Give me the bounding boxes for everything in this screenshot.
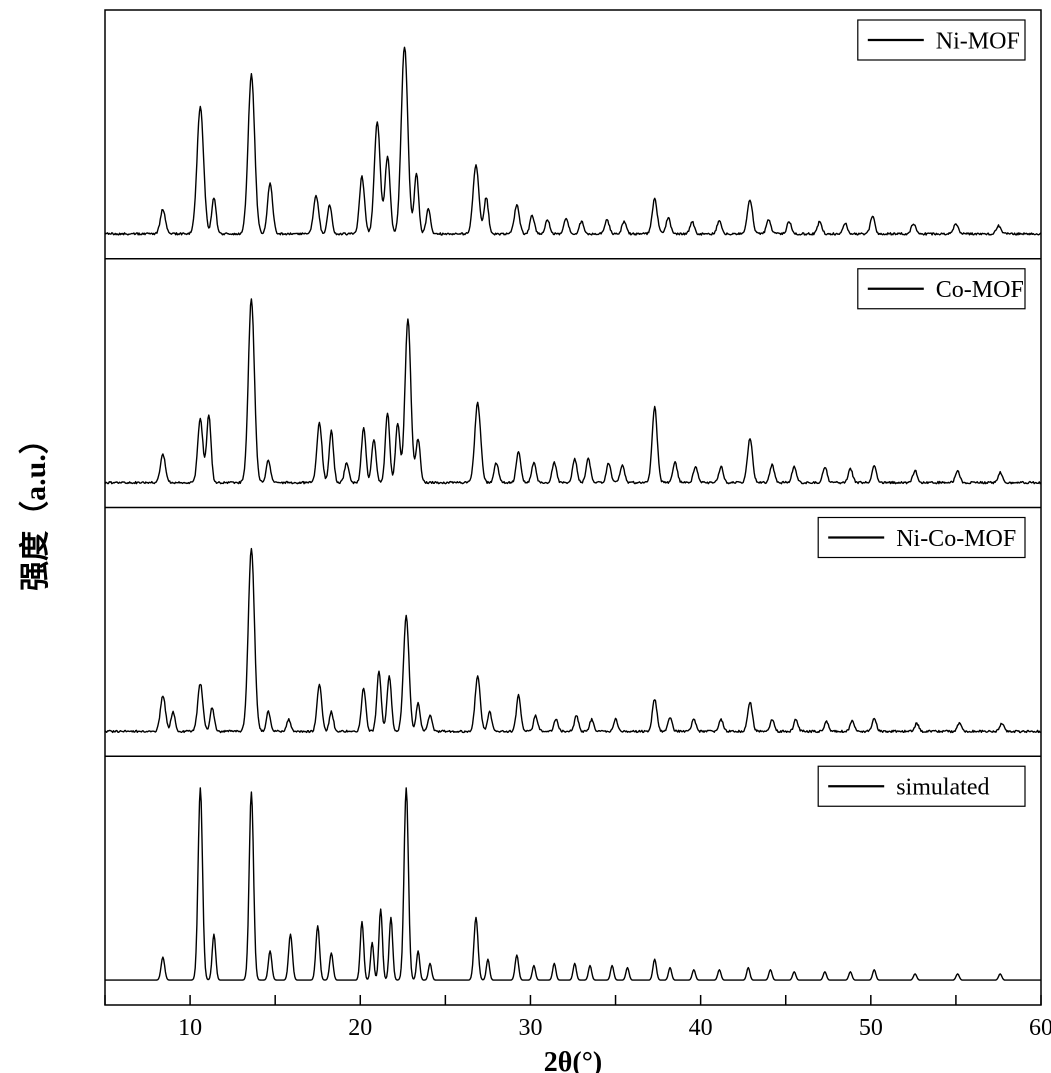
- xrd-stacked-figure: 10 20 30 40 50 60 2θ(°) 强度（a.u.） Ni-MOF Co-MOF Ni-…: [0, 0, 1051, 1073]
- legend-label: simulated: [896, 775, 989, 801]
- x-tick-label: 50: [859, 1015, 883, 1041]
- x-tick-label: 10: [178, 1015, 202, 1041]
- xrd-trace-simulated: [105, 788, 1041, 980]
- x-tick-label: 20: [348, 1015, 372, 1041]
- y-axis-label: 强度（a.u.）: [18, 424, 52, 591]
- x-tick-label: 30: [518, 1015, 542, 1041]
- x-tick-label: 60: [1029, 1015, 1051, 1041]
- xrd-trace-ni-mof: [105, 47, 1041, 235]
- xrd-trace-ni-co-mof: [105, 549, 1041, 733]
- legend-label: Ni-MOF: [936, 28, 1020, 54]
- x-tick-label: 40: [689, 1015, 713, 1041]
- xrd-trace-co-mof: [105, 299, 1041, 484]
- legend-label: Ni-Co-MOF: [896, 526, 1016, 552]
- xrd-svg: 10 20 30 40 50 60 2θ(°) 强度（a.u.） Ni-MOF Co-MOF Ni-…: [0, 0, 1051, 1073]
- x-axis-label: 2θ(°): [544, 1047, 602, 1073]
- legend-label: Co-MOF: [936, 277, 1024, 303]
